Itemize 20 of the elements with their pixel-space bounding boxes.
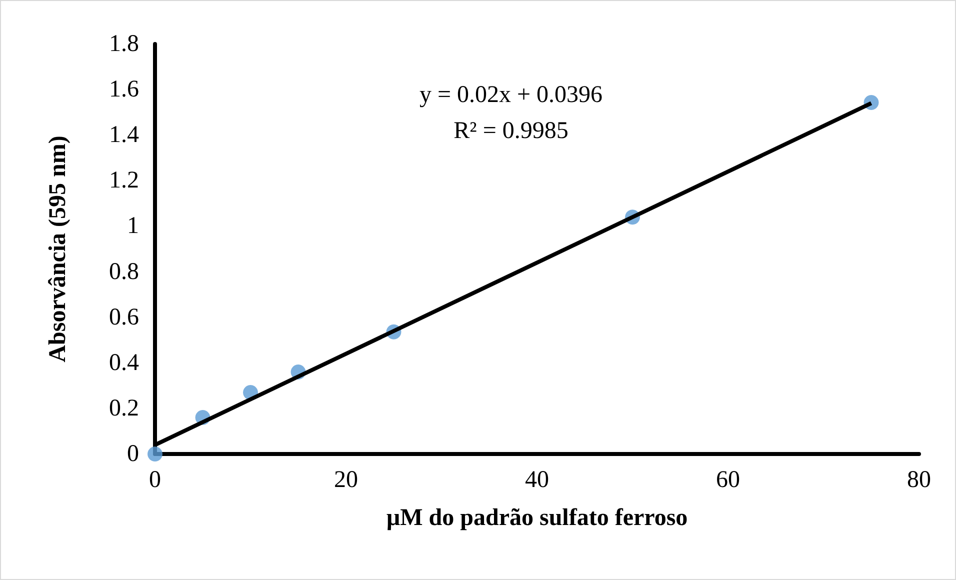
point	[148, 446, 162, 462]
y-tick-label: 1.8	[109, 31, 139, 57]
x-tick-label: 60	[716, 467, 740, 493]
y-tick-label: 0.6	[109, 304, 139, 330]
y-tick-label: 1	[127, 213, 139, 240]
annotation: y = 0.02x + 0.0396	[419, 82, 603, 108]
y-tick-label: 1.4	[109, 122, 139, 148]
x-tick-label: 80	[907, 467, 931, 493]
x-tick-label: 20	[334, 467, 358, 493]
y-tick-label: 0.4	[109, 350, 139, 376]
y-tick-label: 0.8	[109, 258, 139, 285]
y-tick-label: 0	[127, 441, 139, 467]
y-tick-label: 1.2	[109, 168, 139, 194]
x-tick-label: 40	[525, 467, 549, 493]
x-tick-label: 0	[149, 467, 161, 493]
y-tick-label: 0.2	[109, 395, 139, 422]
y-axis-title: Absorvância (595 nm)	[45, 136, 71, 362]
annotation: R² = 0.9985	[454, 118, 568, 144]
y-tick-label: 1.6	[109, 76, 139, 103]
x-axis-title: µM do padrão sulfato ferroso	[386, 505, 688, 531]
